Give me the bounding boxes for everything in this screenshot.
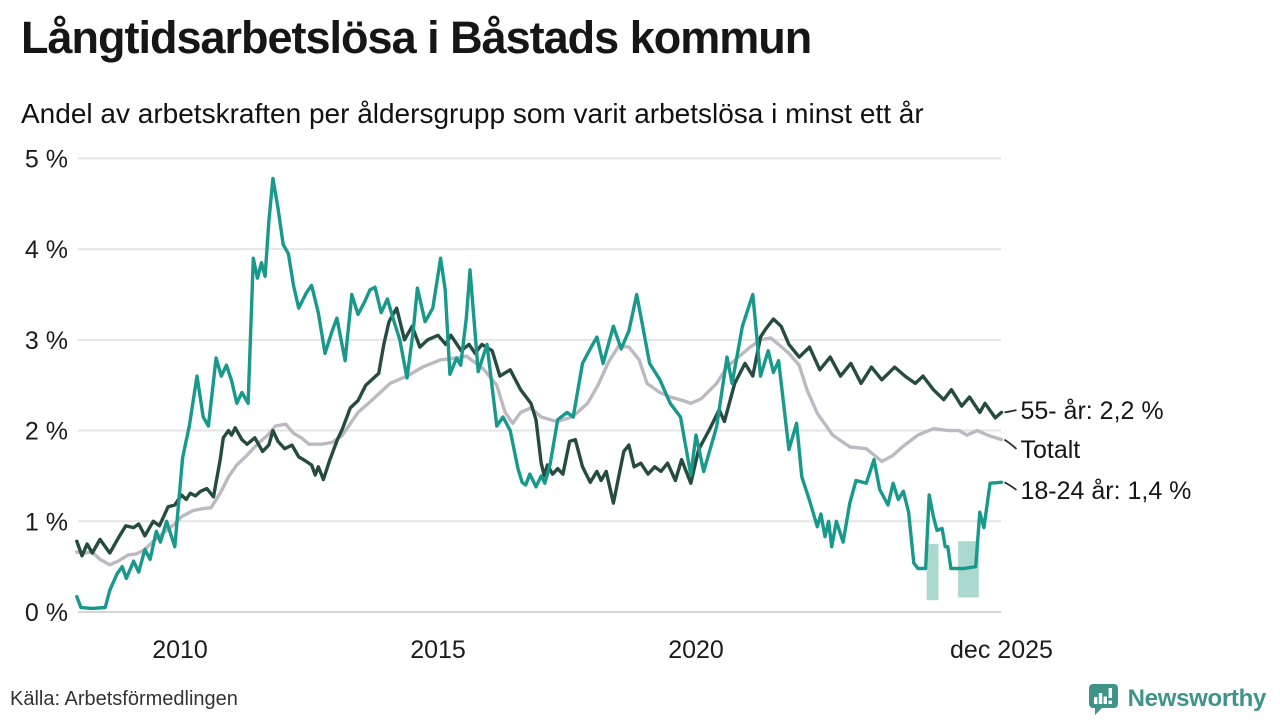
x-tick-label: 2010 (152, 636, 208, 664)
y-tick-label: 2 % (25, 418, 68, 446)
label-connector (1003, 438, 1018, 450)
label-connector (1004, 481, 1017, 491)
newsworthy-brand-text: Newsworthy (1127, 685, 1267, 712)
x-tick-label: 2015 (410, 636, 466, 664)
page-subtitle: Andel av arbetskraften per åldersgrupp s… (21, 98, 924, 129)
y-tick-label: 3 % (25, 327, 68, 355)
page-title: Långtidsarbetslösa i Båstads kommun (21, 12, 812, 63)
y-tick-label: 5 % (25, 145, 68, 173)
series-end-label: 55- år: 2,2 % (1020, 397, 1163, 425)
newsworthy-logo-icon (1087, 682, 1120, 716)
uncertainty-band (926, 543, 939, 601)
x-tick-label: 2020 (668, 636, 724, 664)
y-tick-label: 0 % (25, 599, 68, 627)
series-line-18-24-r (75, 176, 1004, 611)
series-line-55-r (75, 306, 1004, 558)
y-tick-label: 4 % (25, 236, 68, 264)
newsworthy-brand: Newsworthy (1087, 682, 1266, 716)
x-tick-label: dec 2025 (950, 636, 1053, 664)
series-end-label: 18-24 år: 1,4 % (1020, 477, 1191, 505)
series-line-totalt (75, 336, 1004, 567)
label-connector (1004, 409, 1017, 414)
series-end-label: Totalt (1020, 436, 1080, 464)
source-note: Källa: Arbetsförmedlingen (10, 688, 238, 710)
y-tick-label: 1 % (25, 508, 68, 536)
